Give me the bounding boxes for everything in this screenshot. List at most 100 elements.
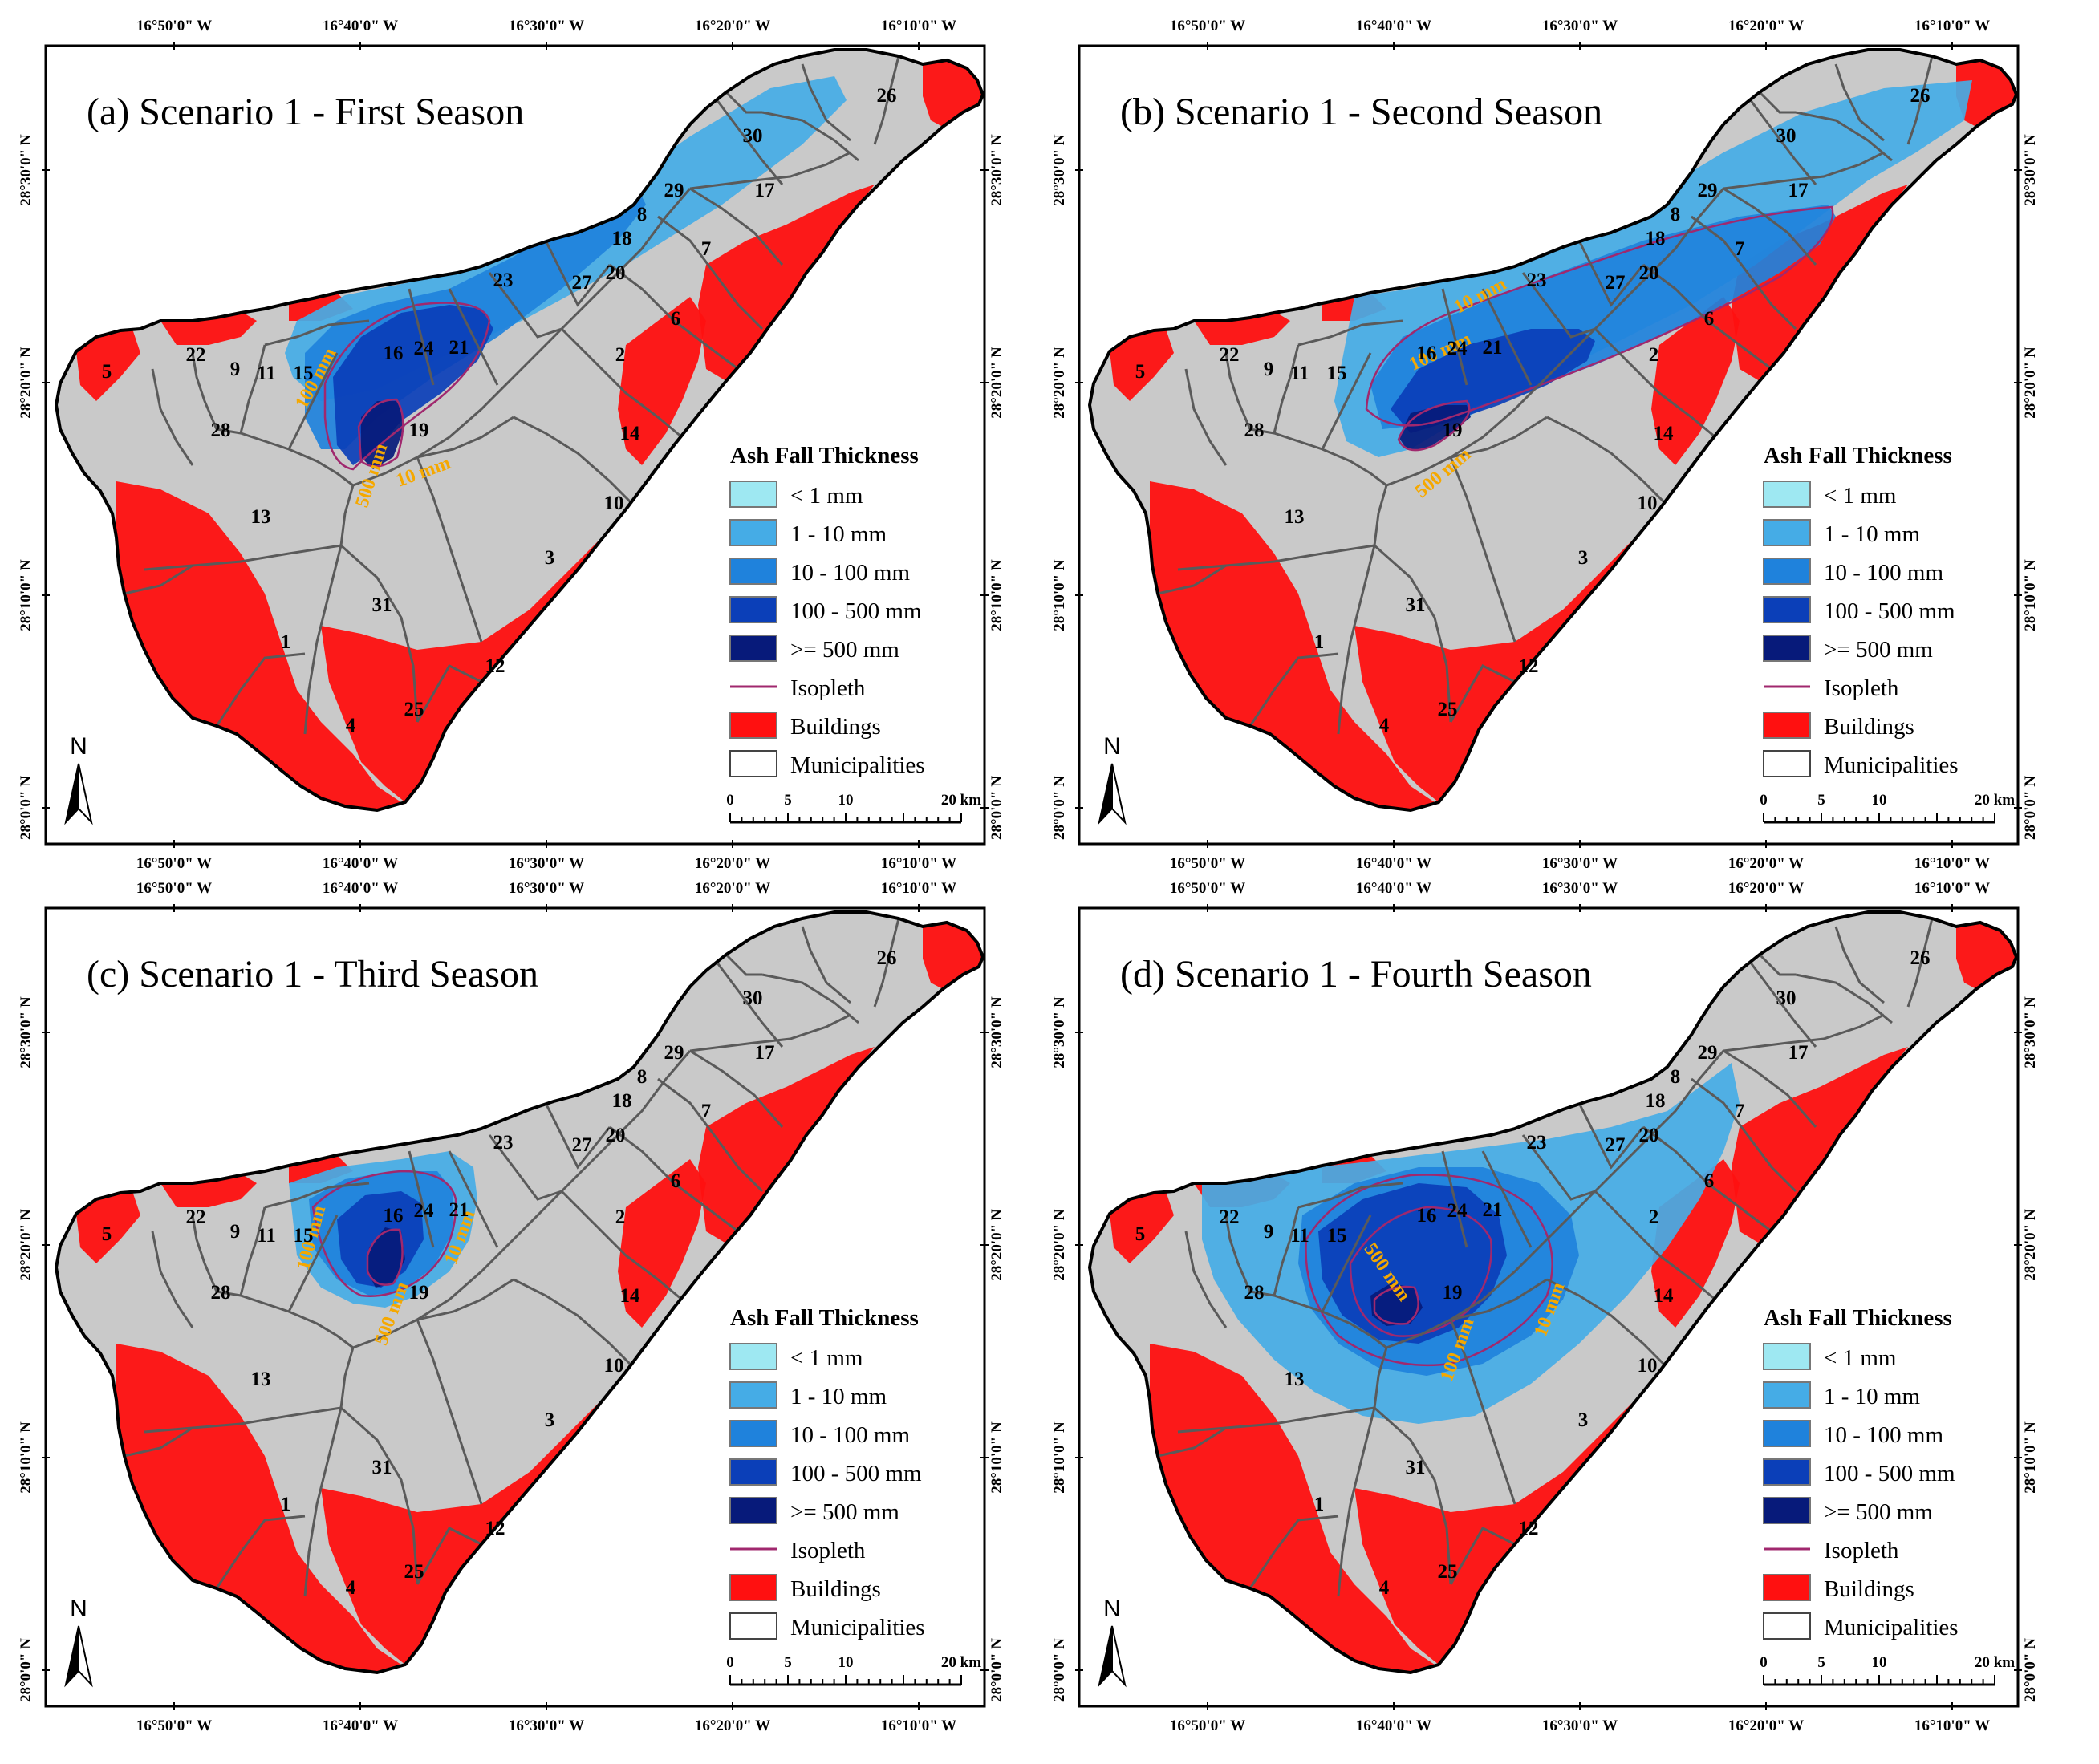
municipality-boundary bbox=[239, 344, 266, 434]
lat-label-left: 28°10'0" N bbox=[1051, 559, 1068, 631]
municipality-boundary bbox=[1373, 1347, 1388, 1409]
north-arrow-label: N bbox=[70, 1596, 87, 1622]
legend-label: 10 - 100 mm bbox=[1824, 560, 1943, 586]
municipality-boundary bbox=[1224, 352, 1252, 430]
scale-bar: 0 5 10 20 km bbox=[726, 792, 981, 824]
municipality-boundary bbox=[1184, 1231, 1228, 1328]
municipality-boundary bbox=[1723, 151, 1885, 190]
municipality-label: 18 bbox=[1646, 1090, 1666, 1112]
legend-swatch bbox=[729, 712, 777, 739]
buildings-area bbox=[923, 60, 983, 127]
buildings-area bbox=[618, 1159, 706, 1328]
municipality-boundary bbox=[191, 1215, 218, 1292]
lat-label-left: 28°30'0" N bbox=[18, 134, 35, 206]
legend-label: Isopleth bbox=[790, 675, 866, 701]
lon-label-top: 16°40'0" W bbox=[323, 880, 398, 897]
scale-bar-label: 20 km bbox=[1975, 792, 2015, 809]
municipality-label: 31 bbox=[372, 1457, 392, 1478]
municipality-label: 15 bbox=[294, 1225, 314, 1247]
lat-label-right: 28°20'0" N bbox=[2022, 1209, 2039, 1281]
lon-label-top: 16°50'0" W bbox=[1170, 880, 1245, 897]
municipality-boundary bbox=[1577, 240, 1645, 307]
municipality-boundary bbox=[151, 1231, 194, 1328]
municipality-label: 11 bbox=[257, 1225, 276, 1247]
municipality-label: 5 bbox=[1135, 361, 1146, 383]
scale-bar-label: 0 bbox=[1760, 792, 1768, 809]
lon-label-top: 16°20'0" W bbox=[1728, 880, 1804, 897]
lon-label-bottom: 16°50'0" W bbox=[1170, 855, 1245, 872]
municipality-label: 17 bbox=[1788, 180, 1809, 201]
legend-label: 1 - 10 mm bbox=[1824, 1384, 1920, 1409]
municipality-label: 14 bbox=[1654, 423, 1675, 444]
isopleth-line bbox=[1349, 1206, 1492, 1337]
municipality-boundary bbox=[1450, 416, 1548, 459]
municipality-boundary bbox=[287, 1215, 339, 1312]
municipality-label: 2 bbox=[1649, 1206, 1659, 1228]
municipality-label: 10 bbox=[1638, 493, 1658, 514]
municipality-boundary bbox=[609, 263, 739, 371]
legend-swatch bbox=[729, 558, 777, 585]
legend-label: Municipalities bbox=[1824, 752, 1959, 778]
map-layers bbox=[76, 55, 983, 810]
municipality-boundary bbox=[1906, 55, 1934, 145]
municipality-boundary bbox=[340, 544, 419, 723]
lat-label-right: 28°20'0" N bbox=[989, 347, 1005, 419]
legend-swatch bbox=[1763, 1612, 1811, 1640]
municipality-label: 1 bbox=[1314, 631, 1325, 653]
municipality-boundary bbox=[1521, 272, 1596, 339]
lon-label-top: 16°50'0" W bbox=[136, 880, 212, 897]
municipality-label: 1 bbox=[281, 1494, 291, 1515]
municipality-boundary bbox=[1273, 1206, 1300, 1296]
municipality-boundary bbox=[1373, 485, 1388, 546]
scale-bar-label: 10 bbox=[1872, 1654, 1887, 1671]
lon-label-top: 16°10'0" W bbox=[881, 18, 956, 34]
legend-label: 1 - 10 mm bbox=[790, 1384, 887, 1409]
legend-label: 100 - 500 mm bbox=[790, 1461, 922, 1486]
municipality-boundary bbox=[1546, 1278, 1677, 1377]
municipality-label: 31 bbox=[372, 594, 392, 616]
municipality-label: 18 bbox=[612, 228, 632, 249]
municipality-label: 11 bbox=[1290, 363, 1309, 384]
scale-bar-label: 10 bbox=[1872, 792, 1887, 809]
municipality-boundary bbox=[303, 545, 343, 735]
buildings-area bbox=[321, 477, 650, 802]
legend-title: Ash Fall Thickness bbox=[730, 1305, 919, 1331]
municipality-boundary bbox=[713, 95, 784, 185]
legend-swatch bbox=[729, 596, 777, 623]
legend-label: 100 - 500 mm bbox=[1824, 1461, 1955, 1486]
municipality-boundary bbox=[1297, 1182, 1403, 1209]
lon-label-top: 16°30'0" W bbox=[509, 18, 584, 34]
coastline bbox=[1087, 910, 2019, 1675]
municipality-boundary bbox=[448, 1150, 499, 1248]
municipality-label: 23 bbox=[1527, 1132, 1547, 1154]
buildings-area bbox=[1651, 297, 1740, 465]
municipality-boundary bbox=[352, 456, 418, 487]
municipality-boundary bbox=[416, 664, 482, 723]
lon-label-bottom: 16°40'0" W bbox=[323, 855, 398, 872]
buildings-area bbox=[321, 1340, 650, 1665]
scale-bar-label: 5 bbox=[784, 792, 792, 809]
legend: Ash Fall Thickness < 1 mm 1 - 10 mm 10 - 10… bbox=[729, 1305, 925, 1640]
legend-swatch bbox=[1763, 519, 1811, 546]
municipality-boundary bbox=[1184, 368, 1228, 466]
legend-title: Ash Fall Thickness bbox=[1764, 1305, 1952, 1331]
municipality-boundary bbox=[513, 416, 644, 515]
legend-label: Isopleth bbox=[1824, 675, 1899, 701]
municipality-boundary bbox=[544, 240, 611, 307]
legend-swatch bbox=[1763, 558, 1811, 585]
municipality-boundary bbox=[761, 973, 859, 1024]
municipality-boundary bbox=[1795, 111, 1893, 162]
legend-swatch bbox=[729, 1612, 777, 1640]
legend-label: 10 - 100 mm bbox=[790, 560, 910, 586]
municipality-label: 4 bbox=[346, 1577, 356, 1599]
municipality-boundary bbox=[1337, 1407, 1376, 1597]
municipality-label: 28 bbox=[1244, 1282, 1265, 1304]
municipality-label: 23 bbox=[1527, 270, 1547, 291]
buildings-area bbox=[1110, 329, 1174, 401]
legend: Ash Fall Thickness < 1 mm 1 - 10 mm 10 - 10… bbox=[1763, 1305, 1959, 1640]
municipality-boundary bbox=[1577, 1102, 1645, 1170]
municipality-boundary bbox=[1795, 973, 1893, 1024]
municipality-label: 21 bbox=[1483, 337, 1503, 359]
municipality-boundary bbox=[689, 1013, 851, 1052]
municipality-boundary bbox=[657, 1077, 764, 1193]
